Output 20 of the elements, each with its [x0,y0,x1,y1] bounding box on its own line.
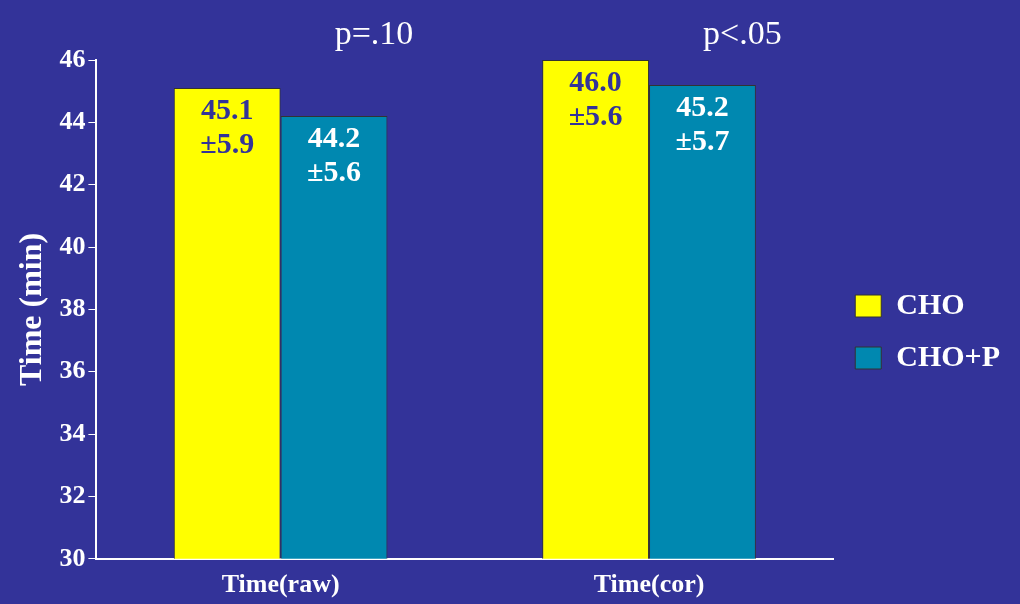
x-tick-label: Time(raw) [221,569,340,599]
text: p=.10 [334,13,414,51]
y-tick-label: 34 [59,417,86,447]
x-tick-label: Time(cor) [593,569,705,599]
legend-label: CHO [896,286,965,320]
data-label: 46.0 ±5.6 [568,63,623,131]
data-label: 45.1 ±5.9 [200,91,255,159]
legend-label: CHO+P [896,338,1001,372]
y-tick-label: 46 [59,43,86,73]
y-tick-label: 40 [59,230,86,260]
y-tick-label: 30 [59,542,86,572]
y-tick-label: 32 [59,480,86,510]
y-tick-label: 44 [59,106,86,136]
y-tick-label: 42 [59,168,86,198]
data-label: 44.2 ±5.6 [307,119,362,187]
text: p<.05 [703,13,782,51]
data-label: 45.2 ±5.7 [675,88,730,156]
y-tick-label: 38 [59,293,86,323]
y-axis-title: Time (min) [12,232,49,386]
y-tick-label: 36 [59,355,86,385]
